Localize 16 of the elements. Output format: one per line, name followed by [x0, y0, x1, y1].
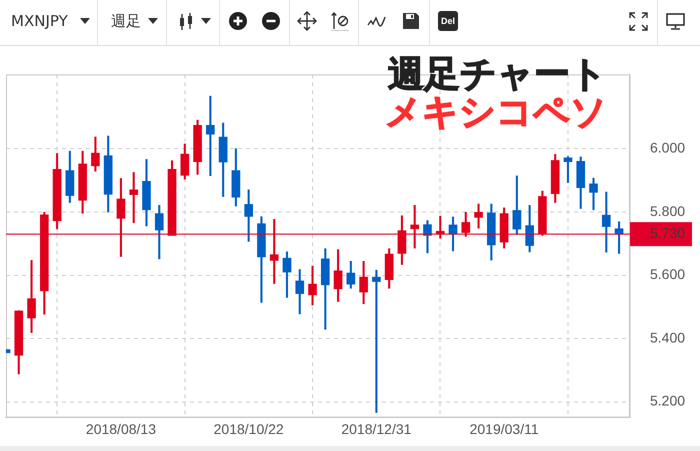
x-tick-label: 2018/08/13 — [86, 420, 156, 437]
text: 週足 — [111, 11, 141, 31]
y-tick-label: 6.000 — [650, 140, 686, 156]
text: MXNJPY — [11, 11, 68, 31]
del-button: Del — [438, 11, 458, 31]
y-tick-label: 5.400 — [650, 329, 686, 346]
y-tick-label: 5.200 — [650, 392, 686, 409]
x-tick-label: 2018/12/31 — [341, 420, 412, 437]
x-tick-label: 2018/10/22 — [214, 420, 284, 437]
y-tick-label: 5.800 — [650, 202, 686, 219]
ref-line-label: 5.730 — [650, 225, 686, 241]
x-tick-label: 2019/03/11 — [470, 420, 539, 437]
chart-title: 週足チャート — [388, 54, 607, 95]
text: メキシコペソ — [385, 92, 607, 133]
candlestick — [372, 270, 381, 413]
y-tick-label: 5.600 — [650, 266, 686, 282]
